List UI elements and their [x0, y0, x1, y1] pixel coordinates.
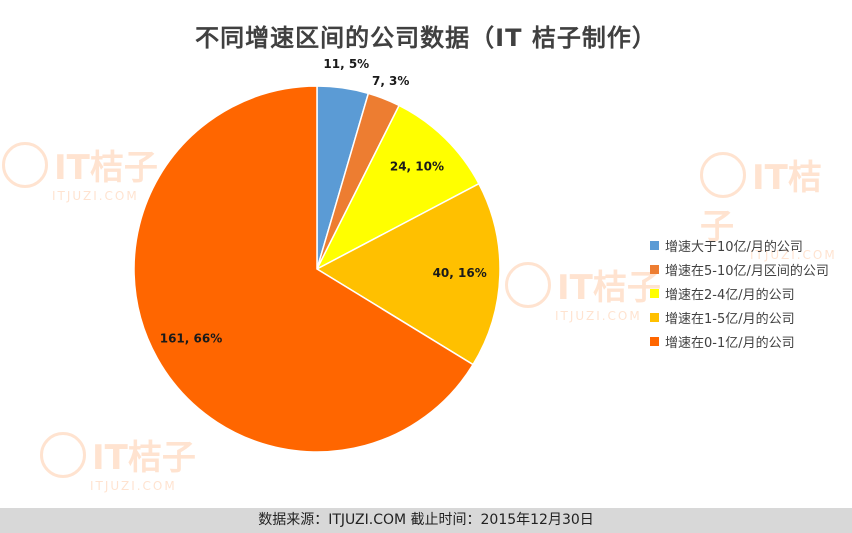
legend-swatch [650, 264, 659, 274]
pie-slice [315, 104, 480, 271]
legend-label: 增速在2-4亿/月的公司 [665, 287, 795, 303]
chart-title: 不同增速区间的公司数据（IT 桔子制作） [195, 24, 657, 52]
legend-label: 增速大于10亿/月的公司 [665, 239, 803, 255]
orange-logo-icon [40, 431, 86, 478]
data-label: 11, 5% [323, 57, 369, 71]
legend-item: 增速大于10亿/月的公司 [650, 233, 829, 257]
watermark-brand: IT桔子 [92, 438, 196, 478]
legend-item: 增速在1-5亿/月的公司 [650, 305, 829, 329]
watermark-site: ITJUZI.COM [90, 479, 177, 493]
watermark: IT桔子 ITJUZI.COM [2, 140, 158, 203]
legend-item: 增速在0-1亿/月的公司 [650, 329, 829, 353]
legend-item: 增速在2-4亿/月的公司 [650, 281, 829, 305]
watermark-brand: IT桔子 [54, 148, 158, 188]
legend-swatch [650, 288, 659, 298]
data-label: 24, 10% [390, 160, 444, 174]
legend-label: 增速在0-1亿/月的公司 [665, 335, 795, 351]
chart-legend: 增速大于10亿/月的公司增速在5-10亿/月区间的公司 增速在2-4亿/月的公司增… [650, 233, 829, 353]
watermark: IT桔子 ITJUZI.COM [700, 150, 852, 262]
legend-swatch [650, 336, 659, 346]
pie-slice [133, 85, 475, 453]
orange-logo-icon [700, 151, 746, 198]
watermark-site: ITJUZI.COM [52, 189, 139, 203]
watermark-site: ITJUZI.COM [750, 248, 837, 262]
data-label: 7, 3% [372, 74, 409, 88]
legend-item: 增速在5-10亿/月区间的公司 [650, 257, 829, 281]
data-label: 161, 66% [160, 332, 223, 346]
orange-logo-icon [2, 141, 48, 188]
legend-label: 增速在1-5亿/月的公司 [665, 311, 795, 327]
watermark-brand: IT桔子 [557, 268, 661, 308]
watermark-site: ITJUZI.COM [555, 309, 642, 323]
pie-slice [315, 182, 501, 366]
data-label: 40, 16% [433, 266, 487, 280]
watermark: IT桔子 ITJUZI.COM [40, 430, 196, 493]
data-source-footer: 数据来源：ITJUZI.COM 截止时间：2015年12月30日 [0, 508, 852, 533]
legend-swatch [650, 312, 659, 322]
watermark-brand: IT桔子 [700, 158, 822, 247]
legend-label: 增速在5-10亿/月区间的公司 [665, 263, 829, 279]
watermark: IT桔子 ITJUZI.COM [505, 260, 661, 323]
legend-swatch [650, 240, 659, 250]
orange-logo-icon [505, 261, 551, 308]
